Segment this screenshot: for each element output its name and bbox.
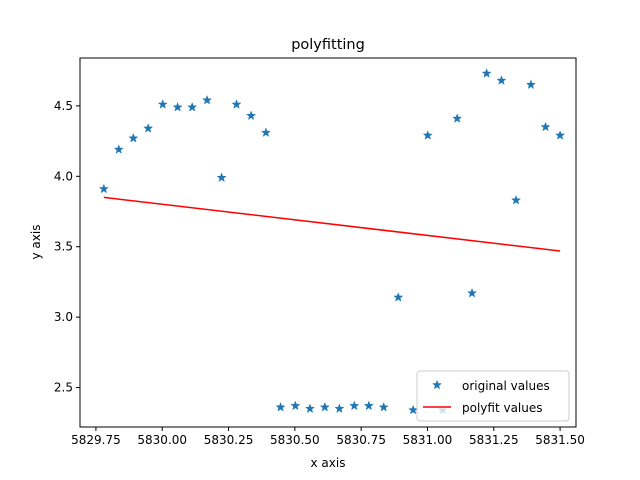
- y-axis: 2.5 3.0 3.5 4.0 4.5: [54, 99, 80, 395]
- data-point-star: [128, 132, 139, 143]
- x-tick-label: 5830.50: [270, 433, 320, 447]
- data-point-star: [363, 400, 374, 411]
- data-point-star: [349, 400, 360, 411]
- data-point-star: [408, 404, 419, 415]
- data-point-star: [260, 127, 272, 137]
- data-point-star: [172, 101, 183, 112]
- data-point-star: [290, 400, 301, 411]
- data-point-star: [216, 172, 227, 183]
- data-point-star: [510, 194, 522, 205]
- data-point-star: [466, 287, 478, 298]
- data-point-star: [422, 130, 433, 140]
- polyfit-line: [103, 196, 561, 252]
- legend: original values polyfit values: [416, 370, 570, 422]
- y-tick-label: 4.5: [54, 99, 73, 113]
- legend-marker-original-values: [431, 379, 443, 390]
- data-point-star: [98, 183, 109, 194]
- x-tick-label: 5830.75: [336, 433, 386, 447]
- x-tick-label: 5831.25: [469, 433, 519, 447]
- y-tick-label: 3.0: [54, 310, 73, 324]
- legend-star-icon: [431, 379, 443, 390]
- data-point-star: [201, 94, 213, 105]
- x-tick-label: 5830.00: [137, 433, 187, 447]
- data-point-star: [231, 99, 242, 109]
- data-point-star: [143, 123, 154, 133]
- data-point-star: [393, 292, 404, 302]
- data-point-star: [540, 121, 551, 132]
- data-point-star: [525, 79, 536, 90]
- data-point-star: [481, 68, 492, 78]
- y-axis-label: y axis: [29, 225, 43, 260]
- data-point-star: [319, 401, 330, 412]
- legend-label-original-values: original values: [462, 379, 550, 393]
- data-point-star: [113, 144, 124, 154]
- data-point-star: [187, 101, 198, 112]
- data-point-star: [555, 130, 566, 140]
- legend-label-polyfit-values: polyfit values: [462, 401, 543, 415]
- data-point-star: [378, 401, 389, 412]
- x-axis-label: x axis: [311, 456, 346, 470]
- legend-box: [416, 370, 570, 422]
- x-tick-label: 5831.00: [403, 433, 453, 447]
- x-axis: 5829.75 5830.00 5830.25 5830.50 5830.75 5831.…: [71, 427, 585, 447]
- data-point-star: [275, 401, 286, 412]
- data-point-star: [246, 110, 257, 121]
- series-layer: [98, 68, 566, 415]
- data-point-star: [452, 113, 463, 123]
- y-tick-label: 3.5: [54, 240, 73, 254]
- x-tick-label: 5831.50: [535, 433, 585, 447]
- x-tick-label: 5830.25: [204, 433, 254, 447]
- data-point-star: [157, 99, 168, 109]
- data-point-star: [496, 75, 507, 85]
- y-tick-label: 2.5: [54, 381, 73, 395]
- chart-title: polyfitting: [291, 37, 365, 53]
- data-point-star: [334, 403, 345, 414]
- plot-frame: [79, 57, 577, 428]
- x-tick-label: 5829.75: [71, 433, 121, 447]
- y-tick-label: 4.0: [54, 169, 73, 183]
- data-point-star: [304, 403, 316, 414]
